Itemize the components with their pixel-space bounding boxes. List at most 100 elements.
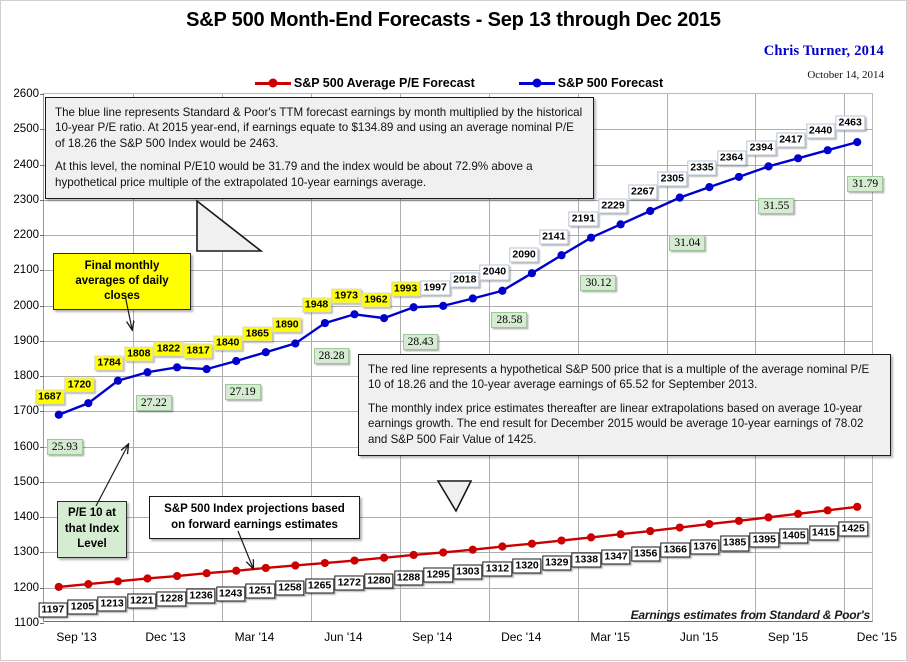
- data-point-marker: [586, 533, 596, 542]
- data-point-marker: [113, 376, 123, 385]
- data-point-marker: [527, 269, 537, 278]
- callout-final-monthly-averages-text: Final monthly averages of daily closes: [75, 260, 169, 302]
- data-point-marker: [823, 146, 832, 155]
- pe10-annotation-label: 27.22: [135, 395, 172, 412]
- gridline-horizontal: [44, 199, 872, 201]
- data-point-marker: [675, 523, 684, 532]
- red-data-label: 1272: [334, 575, 364, 591]
- red-data-label: 1303: [453, 564, 483, 580]
- y-axis-tick-label: 1300: [13, 546, 39, 559]
- data-point-marker: [734, 516, 744, 525]
- x-axis-tick-label: Sep '15: [767, 630, 809, 644]
- red-data-label: 1338: [571, 552, 602, 568]
- data-point-marker: [202, 569, 211, 578]
- callout-blue-p1: The blue line represents Standard & Poor…: [55, 106, 583, 150]
- red-data-label: 1280: [364, 573, 394, 589]
- data-point-marker: [764, 162, 773, 171]
- blue-data-label: 1997: [420, 280, 450, 296]
- y-axis-tick-mark: [40, 623, 44, 624]
- red-data-label: 1236: [186, 588, 216, 604]
- data-point-marker: [527, 539, 537, 548]
- pe10-annotation-label: 31.04: [669, 234, 706, 251]
- red-data-label: 1258: [275, 580, 305, 596]
- blue-data-label: 2364: [716, 150, 747, 166]
- callout-blue-note: The blue line represents Standard & Poor…: [45, 97, 594, 200]
- x-axis-tick-label: Jun '14: [324, 630, 363, 644]
- callout-red-note: The red line represents a hypothetical S…: [358, 354, 891, 457]
- pe10-annotation-label: 31.55: [758, 197, 795, 214]
- plot-area: 1100 1200 1300 1400 1500 1600 1700 1800 1900 2000…: [13, 88, 897, 644]
- series-line-blue: [58, 140, 858, 416]
- legend-item-blue[interactable]: S&P 500 Forecast: [518, 76, 664, 90]
- gridline-horizontal: [44, 587, 872, 589]
- y-axis-tick-label: 1200: [13, 581, 39, 594]
- data-point-marker: [379, 314, 389, 323]
- data-point-marker: [646, 206, 655, 216]
- gridline-horizontal: [44, 305, 872, 307]
- pe10-annotation-label: 28.28: [313, 348, 350, 365]
- data-point-marker: [734, 172, 744, 181]
- pe10-annotation-label: 30.12: [580, 275, 617, 292]
- callout-final-monthly-averages: Final monthly averages of daily closes: [53, 253, 191, 310]
- blue-data-label: 2191: [568, 211, 599, 227]
- red-data-label: 1356: [630, 546, 661, 562]
- blue-data-label: 1962: [361, 292, 391, 308]
- data-point-marker: [232, 356, 241, 366]
- data-point-marker: [705, 519, 714, 529]
- data-point-marker: [261, 348, 270, 357]
- red-data-label: 1415: [808, 525, 839, 541]
- data-point-marker: [291, 561, 300, 570]
- data-point-marker: [54, 582, 63, 592]
- red-data-label: 1213: [97, 596, 127, 612]
- x-axis-tick-label: Dec '15: [856, 630, 898, 644]
- y-axis-tick-label: 1100: [14, 617, 39, 629]
- pe10-annotation-label: 31.79: [847, 175, 884, 192]
- legend-item-red[interactable]: S&P 500 Average P/E Forecast: [254, 76, 475, 90]
- gridline-horizontal: [44, 552, 872, 554]
- callout-red-p1: The red line represents a hypothetical S…: [368, 363, 870, 392]
- callout-pe10-at-index-level: P/E 10 at that Index Level: [57, 501, 127, 558]
- blue-data-label: 2040: [479, 264, 510, 280]
- author-credit: Chris Turner, 2014: [763, 43, 884, 59]
- blue-data-label: 2394: [746, 140, 776, 156]
- red-data-label: 1243: [215, 586, 246, 602]
- pe10-annotation-label: 27.19: [224, 383, 261, 401]
- data-point-marker: [646, 526, 655, 536]
- y-axis-tick-label: 1900: [13, 334, 39, 347]
- legend-label-blue: S&P 500 Forecast: [557, 76, 664, 90]
- blue-data-label: 1808: [124, 346, 154, 362]
- blue-data-label: 2335: [687, 160, 717, 176]
- gridline-vertical: [221, 94, 223, 621]
- data-point-marker: [291, 339, 300, 348]
- y-axis-tick-label: 1400: [13, 511, 39, 524]
- data-point-marker: [586, 233, 596, 242]
- data-point-marker: [853, 502, 862, 511]
- blue-data-label: 2090: [509, 247, 539, 263]
- red-data-label: 1385: [719, 535, 750, 551]
- data-point-marker: [409, 303, 418, 312]
- callout-red-p2: The monthly index price estimates therea…: [368, 401, 864, 446]
- red-data-label: 1221: [127, 593, 157, 609]
- y-axis-tick-label: 1800: [13, 370, 39, 383]
- red-data-label: 1295: [423, 567, 453, 583]
- callout-pe10-at-index-level-text: P/E 10 at that Index Level: [64, 507, 120, 551]
- blue-data-label: 2305: [657, 171, 687, 187]
- chart-legend: S&P 500 Average P/E Forecast S&P 500 For…: [249, 73, 669, 93]
- data-point-marker: [143, 574, 152, 583]
- red-data-label: 1320: [512, 558, 542, 574]
- y-axis-tick-mark: [40, 270, 44, 272]
- x-axis-tick-label: Sep '13: [56, 630, 97, 644]
- page-title: S&P 500 Month-End Forecasts - Sep 13 thr…: [186, 9, 721, 31]
- y-axis-tick-mark: [40, 376, 44, 378]
- blue-data-label: 2229: [598, 198, 628, 214]
- y-axis-tick-mark: [40, 517, 44, 519]
- x-axis-tick-label: Mar '15: [590, 630, 630, 644]
- red-data-label: 1265: [304, 578, 335, 594]
- y-axis-tick-mark: [40, 199, 44, 201]
- data-point-marker: [616, 220, 625, 229]
- data-point-marker: [439, 301, 448, 310]
- gridline-vertical: [310, 94, 312, 621]
- y-axis-tick-mark: [40, 235, 44, 237]
- data-point-marker: [320, 318, 330, 328]
